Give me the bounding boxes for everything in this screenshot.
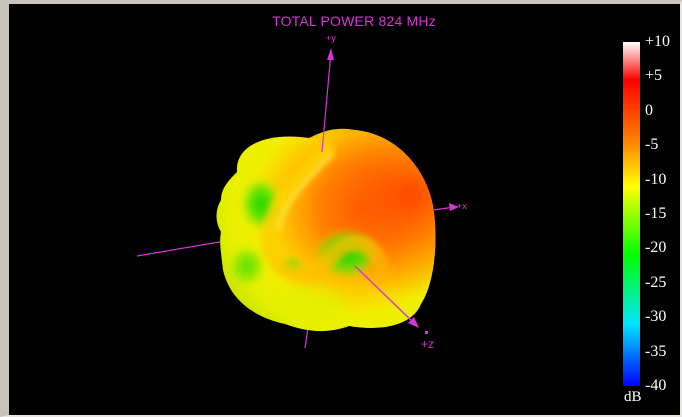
chart-title: TOTAL POWER 824 MHz [272,13,436,29]
axis-y-arrowhead [327,48,334,60]
radiation-pattern-surface [216,128,436,332]
axis-x-negative [136,239,232,257]
axis-x-arrowhead [449,203,459,211]
colorbar-unit-label: dB [624,389,642,405]
colorbar-tick-label: -20 [645,239,667,257]
colorbar-tick-label: -5 [645,136,659,154]
axis-label-z: +z [421,337,435,351]
axis-label-x: +x [457,201,467,211]
colorbar [623,42,640,386]
colorbar-tick-label: +10 [645,33,671,50]
axis-y-positive [321,51,332,153]
axis-label-y: +y [326,33,336,43]
colorbar-tick-label: -35 [645,342,667,360]
colorbar-tick-label: -25 [645,273,667,291]
plot-viewport[interactable]: TOTAL POWER 824 MHz [9,4,680,415]
colorbar-tick-label: 0 [645,101,653,119]
colorbar-tick-label: -10 [645,170,667,188]
axis-z-positive [354,265,416,325]
colorbar-tick-label: -15 [645,205,667,222]
radiation-pattern-scene [136,42,643,386]
colorbar-tick-label: -40 [645,377,667,394]
colorbar-tick-label: -30 [645,308,667,326]
axis-z-arrowhead [408,317,419,328]
colorbar-ticks [640,42,643,386]
colorbar-tick-label: +5 [645,67,663,85]
